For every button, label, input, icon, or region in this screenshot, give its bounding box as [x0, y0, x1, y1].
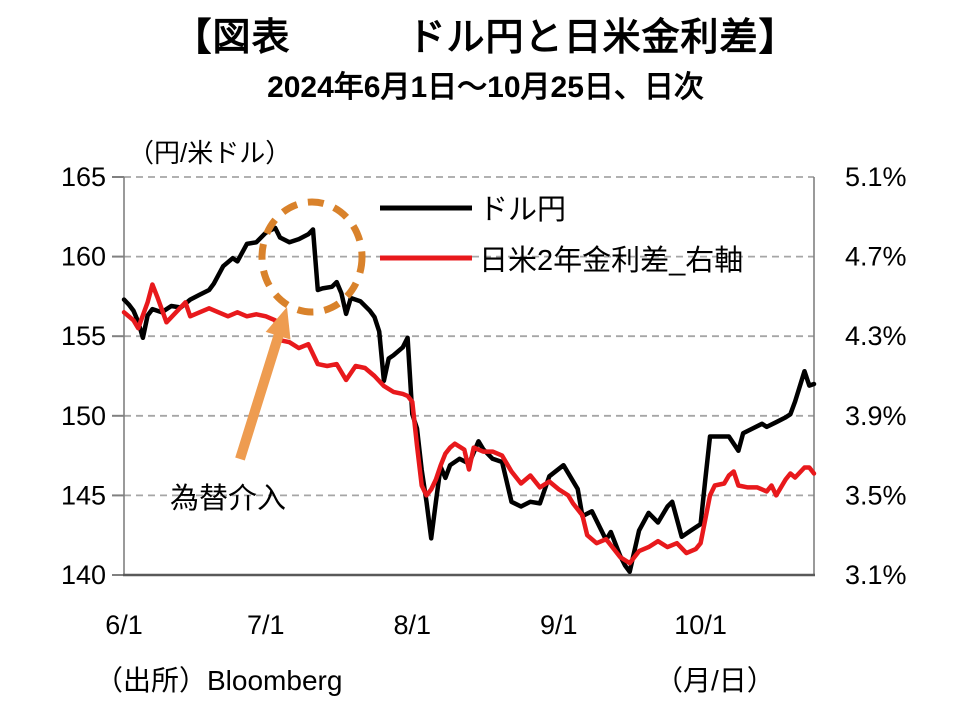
right-axis-tick-label-3.5%: 3.5% — [845, 480, 907, 510]
right-axis-labels: 5.1% 4.7% 4.3% 3.9% 3.5% 3.1% — [845, 162, 907, 590]
right-axis-tick-label-3.9%: 3.9% — [845, 401, 907, 431]
left-axis-tick-label-140: 140 — [61, 560, 106, 590]
axes — [112, 176, 815, 577]
x-axis-tick-label-8/1: 8/1 — [394, 610, 432, 640]
annotation-group: 為替介入 — [170, 198, 366, 515]
legend-label-rate-diff: 日米2年金利差_右軸 — [479, 244, 743, 277]
x-axis-tick-label-7/1: 7/1 — [247, 610, 285, 640]
x-axis-tick-label-10/1: 10/1 — [674, 610, 727, 640]
intervention-arrow-shaft — [235, 332, 284, 461]
intervention-arrow-head — [265, 307, 291, 340]
chart-subtitle: 2024年6月1日～10月25日、日次 — [267, 71, 704, 104]
x-axis-tick-label-9/1: 9/1 — [540, 610, 578, 640]
x-axis-unit-label: （月/日） — [655, 665, 775, 696]
x-axis-labels: 6/1 7/1 8/1 9/1 10/1 — [105, 610, 727, 640]
legend: ドル円 日米2年金利差_右軸 — [380, 194, 743, 277]
left-axis-labels: 165 160 155 150 145 140 — [61, 162, 106, 590]
right-axis-tick-label-3.1%: 3.1% — [845, 560, 907, 590]
left-axis-tick-label-165: 165 — [61, 162, 106, 192]
intervention-circle-annotation — [258, 198, 366, 316]
series-line-rate-diff — [121, 282, 817, 566]
source-label: （出所）Bloomberg — [95, 665, 342, 696]
left-axis-tick-label-155: 155 — [61, 321, 106, 351]
legend-item-dollar-yen: ドル円 — [380, 194, 566, 226]
right-axis-tick-label-5.1%: 5.1% — [845, 162, 907, 192]
left-axis-unit-label: （円/米ドル） — [128, 138, 291, 168]
x-axis-tick-label-6/1: 6/1 — [105, 610, 143, 640]
right-axis-tick-label-4.7%: 4.7% — [845, 242, 907, 272]
series-lines — [121, 225, 817, 575]
left-axis-tick-label-160: 160 — [61, 242, 106, 272]
legend-item-rate-diff: 日米2年金利差_右軸 — [380, 244, 743, 277]
series-line-dollar-yen — [121, 225, 817, 575]
right-axis-tick-label-4.3%: 4.3% — [845, 321, 907, 351]
left-axis-tick-label-145: 145 — [61, 480, 106, 510]
intervention-annotation-label: 為替介入 — [170, 482, 286, 515]
left-axis-tick-label-150: 150 — [61, 401, 106, 431]
legend-label-dollar-yen: ドル円 — [479, 194, 566, 226]
chart-title: 【図表 ドル円と日米金利差】 — [173, 17, 798, 59]
